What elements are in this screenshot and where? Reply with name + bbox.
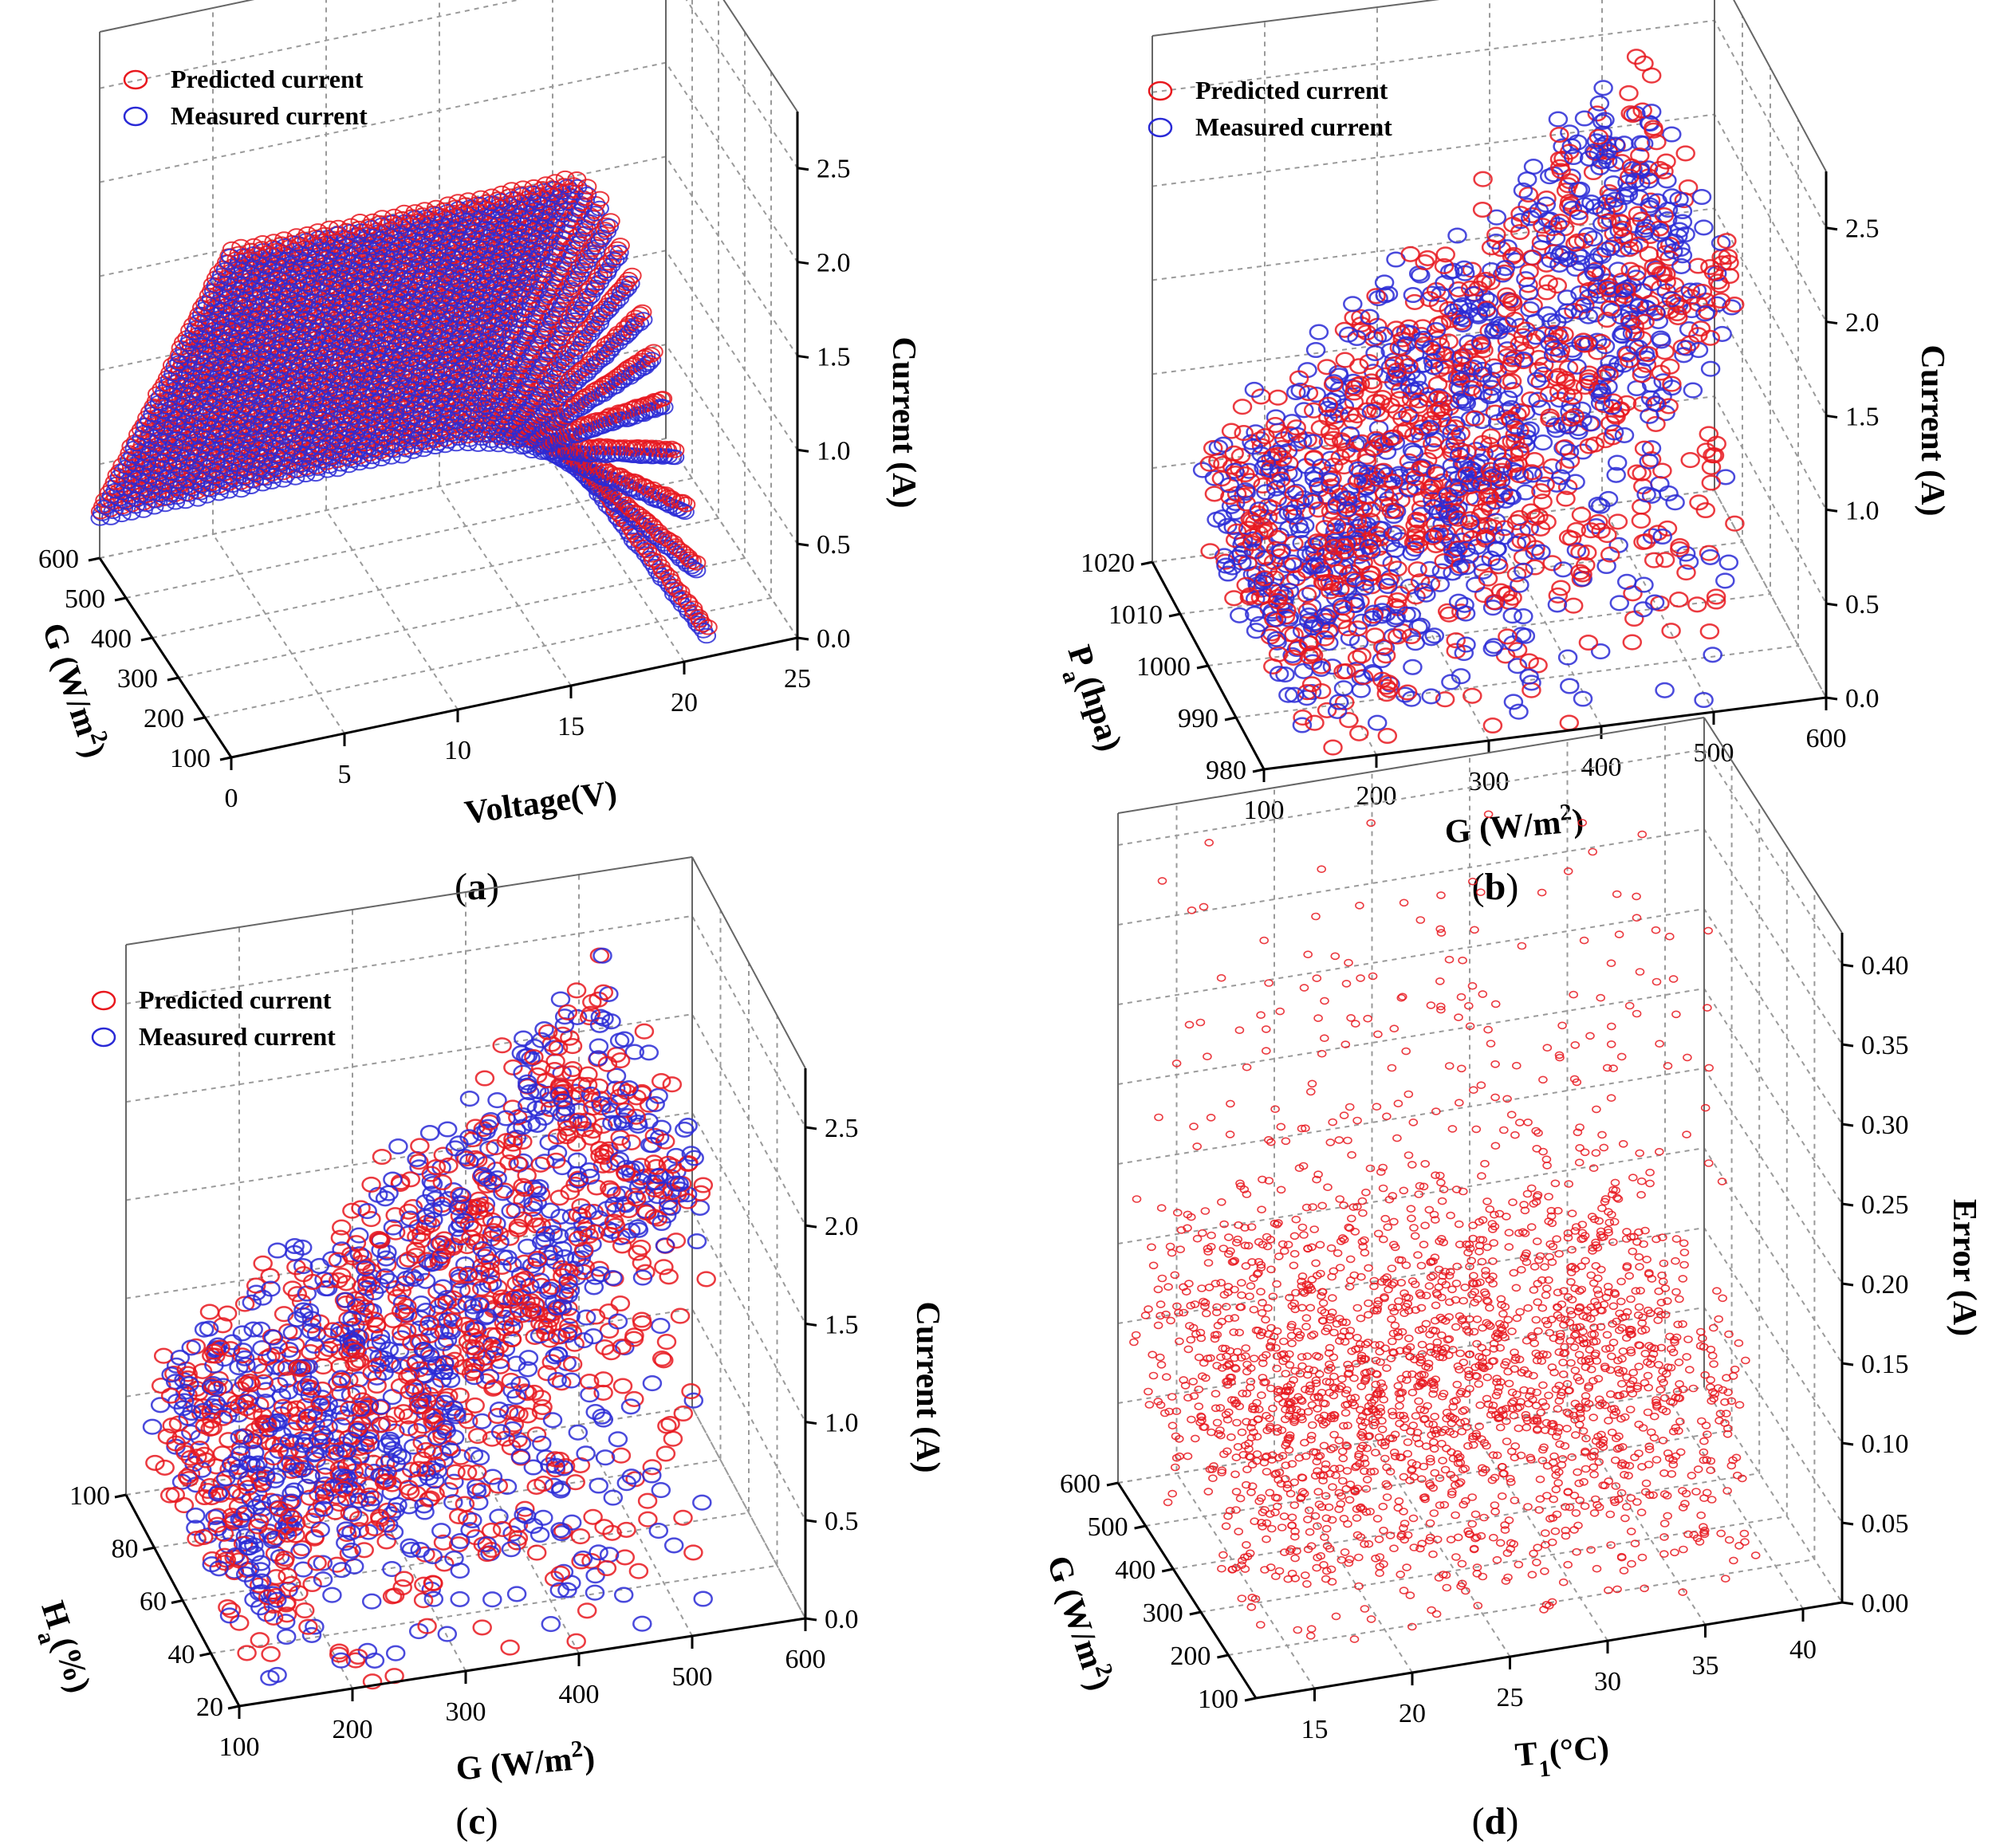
x-tick-label: 15 xyxy=(557,712,585,741)
y-tick-label: 500 xyxy=(65,584,105,614)
predicted-point xyxy=(1624,610,1644,627)
predicted-point xyxy=(107,467,127,483)
predicted-point xyxy=(1446,632,1466,649)
x-tick-label: 10 xyxy=(444,736,471,765)
legend: Predicted current Measured current xyxy=(123,65,368,130)
predicted-point xyxy=(1563,597,1584,614)
z-tick-label: 2.5 xyxy=(817,155,851,184)
measured-point xyxy=(1309,324,1329,340)
predicted-point xyxy=(1687,596,1707,613)
scatter-cloud xyxy=(1192,49,1745,756)
box-edge xyxy=(99,0,255,33)
predicted-point xyxy=(1559,714,1580,731)
measured-point xyxy=(262,382,282,398)
predicted-point xyxy=(1644,552,1664,568)
y-tick xyxy=(140,636,153,642)
predicted-point xyxy=(1200,543,1220,560)
box-edge xyxy=(722,0,798,112)
legend-marker xyxy=(123,106,148,127)
measured-point xyxy=(1293,663,1314,679)
legend-label: Measured current xyxy=(171,101,368,130)
x-tick-label: 20 xyxy=(671,688,698,718)
z-tick xyxy=(797,636,809,641)
measured-point xyxy=(563,404,583,421)
gridline-z xyxy=(99,0,798,169)
legend-marker xyxy=(123,69,148,90)
panel-a: 0 5 10 15 20 25 100 200 300 400 500 600 0.0 0.5 1.0 1.5… xyxy=(35,0,922,908)
gridline-x xyxy=(212,8,345,734)
y-tick-label: 100 xyxy=(170,744,211,773)
x-tick-label: 25 xyxy=(784,664,811,694)
predicted-point xyxy=(1472,201,1493,218)
gridline-x xyxy=(439,0,572,686)
measured-point xyxy=(1715,572,1735,589)
measured-point xyxy=(1548,111,1569,128)
z-tick xyxy=(797,167,809,171)
measured-point xyxy=(1694,219,1714,236)
z-tick xyxy=(797,448,809,453)
scatter-cloud xyxy=(90,170,718,644)
predicted-point xyxy=(1334,321,1355,338)
z-tick xyxy=(797,354,809,359)
y-tick xyxy=(114,596,127,602)
z-tick-label: 2.0 xyxy=(817,249,851,278)
measured-point xyxy=(1655,682,1675,698)
measured-point xyxy=(396,420,416,437)
predicted-point xyxy=(1377,727,1398,745)
x-axis-title: Voltage(V) xyxy=(463,774,620,832)
panel-caption: (a) xyxy=(455,866,499,908)
predicted-point xyxy=(564,437,584,453)
measured-point xyxy=(1466,576,1486,593)
x-tick-label: 0 xyxy=(225,784,238,813)
legend-label: Predicted current xyxy=(171,65,364,93)
y-tick xyxy=(88,556,100,562)
predicted-point xyxy=(120,445,140,462)
y-tick-label: 300 xyxy=(117,664,158,694)
z-tick-label: 0.0 xyxy=(817,624,851,654)
measured-point xyxy=(1712,325,1732,342)
gridline-x xyxy=(665,0,798,639)
z-tick-label: 1.5 xyxy=(817,342,851,372)
z-axis-title: Current (A) xyxy=(885,336,922,508)
z-tick-label: 0.5 xyxy=(817,530,851,560)
measured-point xyxy=(1703,647,1722,663)
x-tick-label: 5 xyxy=(338,760,352,789)
predicted-point xyxy=(1633,478,1653,495)
measured-point xyxy=(1403,659,1423,675)
z-tick xyxy=(797,542,809,547)
gridline-x xyxy=(325,0,459,710)
x-axis-line xyxy=(230,636,798,759)
y-tick-label: 600 xyxy=(38,545,79,574)
y-tick xyxy=(219,756,232,761)
y-tick xyxy=(193,716,206,722)
predicted-point xyxy=(104,474,124,490)
panel-b: 100 200 300 400 500 6009809901000101010200.00… xyxy=(1057,0,1951,908)
z-tick xyxy=(797,261,809,265)
measured-point xyxy=(1683,382,1703,399)
y-tick xyxy=(167,676,179,682)
measured-point xyxy=(1593,80,1613,96)
y-tick-label: 400 xyxy=(91,624,132,654)
measured-point xyxy=(1557,649,1578,666)
gridline-x xyxy=(552,0,685,663)
y-tick-label: 200 xyxy=(144,704,184,733)
z-tick-label: 1.0 xyxy=(817,436,851,466)
